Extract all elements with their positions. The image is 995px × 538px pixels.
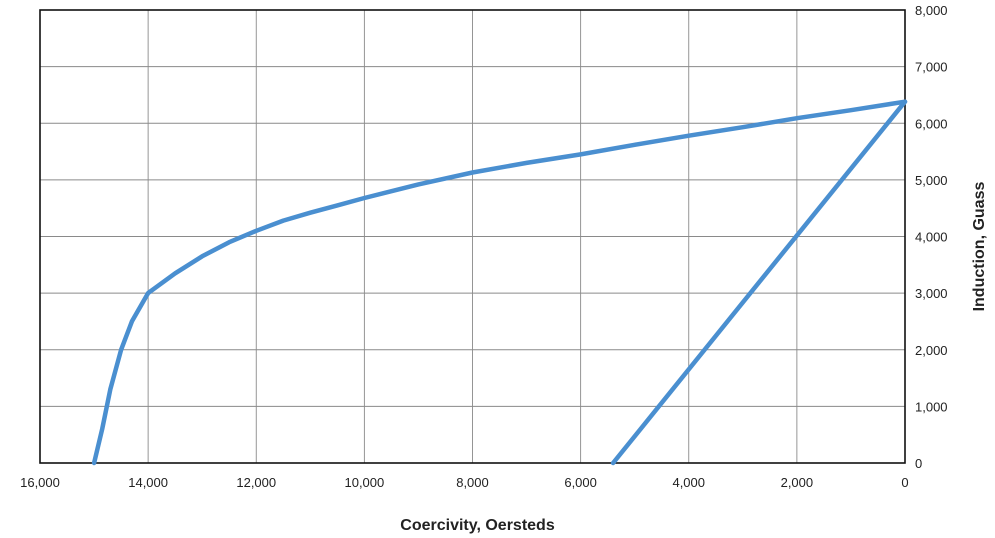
x-tick-label: 16,000: [20, 475, 60, 490]
y-axis-ticks: 0 1,000 2,000 3,000 4,000 5,000 6,000 7,000 8,00…: [915, 3, 948, 471]
series-line-1: [91, 99, 908, 466]
y-tick-label: 1,000: [915, 399, 948, 414]
y-tick-label: 8,000: [915, 3, 948, 18]
y-tick-label: 6,000: [915, 116, 948, 131]
series-layer: [91, 99, 908, 466]
y-tick-label: 2,000: [915, 343, 948, 358]
x-tick-label: 14,000: [128, 475, 168, 490]
y-axis-title: Induction, Guass: [971, 182, 988, 312]
x-tick-label: 12,000: [236, 475, 276, 490]
y-tick-label: 0: [915, 456, 922, 471]
y-tick-label: 4,000: [915, 230, 948, 245]
y-tick-label: 3,000: [915, 286, 948, 301]
grid: [39, 9, 906, 464]
plot-frame: [39, 9, 906, 464]
x-tick-label: 4,000: [672, 475, 705, 490]
x-axis-title: Coercivity, Oersteds: [400, 517, 555, 534]
y-tick-label: 7,000: [915, 60, 948, 75]
x-tick-label: 2,000: [781, 475, 814, 490]
x-axis-ticks: 16,000 14,000 12,000 10,000 8,000 6,000 4,000 2…: [20, 475, 909, 490]
x-tick-label: 6,000: [564, 475, 597, 490]
series-line-2: [610, 99, 908, 466]
x-tick-label: 0: [901, 475, 908, 490]
x-tick-label: 10,000: [344, 475, 384, 490]
y-tick-label: 5,000: [915, 173, 948, 188]
x-tick-label: 8,000: [456, 475, 489, 490]
